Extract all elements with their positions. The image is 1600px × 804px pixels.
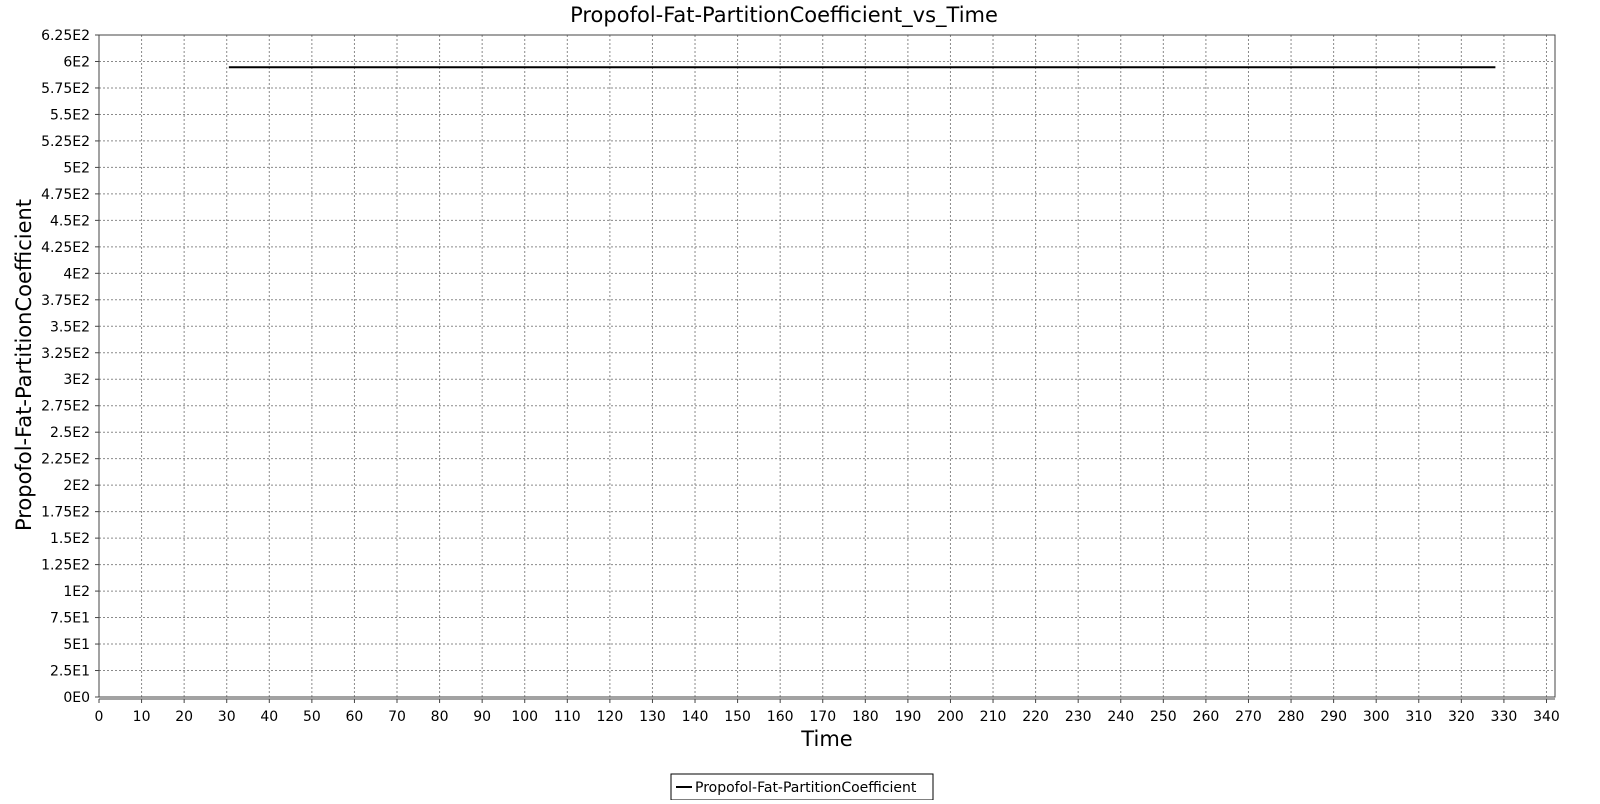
y-tick-label: 3E2 [63,372,90,388]
y-tick-label: 1E2 [63,584,90,600]
legend: Propofol-Fat-PartitionCoefficient [670,773,934,801]
y-tick-label: 2.5E2 [50,425,90,441]
x-axis-ticks: 0 10 20 30 40 50 60 70 80 90 100 110 120 130 140 150 160… [95,699,1560,725]
x-tick-label: 190 [895,709,922,725]
x-tick-label: 30 [218,709,236,725]
y-tick-label: 5.5E2 [50,107,90,123]
x-tick-label: 290 [1320,709,1347,725]
legend-label: Propofol-Fat-PartitionCoefficient [695,780,917,796]
y-tick-label: 3.75E2 [41,293,90,309]
y-tick-label: 4E2 [63,266,90,282]
y-axis-label: Propofol-Fat-PartitionCoefficient [12,199,36,531]
x-tick-label: 130 [639,709,666,725]
x-tick-label: 80 [431,709,449,725]
x-tick-label: 250 [1150,709,1177,725]
y-tick-label: 5.25E2 [41,134,90,150]
x-tick-label: 180 [852,709,879,725]
y-tick-label: 7.5E1 [50,611,90,627]
legend-box [670,773,934,801]
y-tick-label: 1.25E2 [41,558,90,574]
y-tick-label: 4.25E2 [41,240,90,256]
x-tick-label: 200 [937,709,964,725]
y-tick-label: 3.5E2 [50,319,90,335]
grid-lines [98,34,1555,698]
x-tick-label: 240 [1107,709,1134,725]
x-tick-label: 320 [1448,709,1475,725]
x-tick-label: 300 [1363,709,1390,725]
x-tick-label: 150 [724,709,751,725]
y-tick-label: 2.75E2 [41,399,90,415]
x-tick-label: 90 [473,709,491,725]
x-tick-label: 110 [554,709,581,725]
x-tick-label: 60 [346,709,364,725]
x-tick-label: 100 [511,709,538,725]
y-tick-label: 1.5E2 [50,531,90,547]
y-tick-label: 2.25E2 [41,452,90,468]
x-tick-label: 40 [260,709,278,725]
y-tick-label: 5E1 [63,637,90,653]
y-tick-label: 2E2 [63,478,90,494]
x-tick-label: 170 [809,709,836,725]
x-tick-label: 260 [1193,709,1220,725]
x-tick-label: 270 [1235,709,1262,725]
x-tick-label: 50 [303,709,321,725]
y-tick-label: 6E2 [63,54,90,70]
x-tick-label: 70 [388,709,406,725]
x-tick-label: 340 [1533,709,1560,725]
x-tick-label: 310 [1405,709,1432,725]
x-axis-label: Time [800,727,852,751]
y-tick-label: 0E0 [63,690,90,706]
x-tick-label: 220 [1022,709,1049,725]
y-tick-label: 2.5E1 [50,664,90,680]
x-tick-label: 160 [767,709,794,725]
y-axis-ticks: 0E0 2.5E1 5E1 7.5E1 1E2 1.25E2 1.5E2 1.75E2 2E2 2… [41,28,99,706]
plot-area-frame [98,34,1556,698]
y-tick-label: 5E2 [63,160,90,176]
x-tick-label: 210 [980,709,1007,725]
x-tick-label: 10 [133,709,151,725]
y-tick-label: 4.5E2 [50,213,90,229]
x-tick-label: 280 [1278,709,1305,725]
x-tick-label: 230 [1065,709,1092,725]
x-tick-label: 330 [1491,709,1518,725]
x-tick-label: 120 [597,709,624,725]
y-tick-label: 6.25E2 [41,28,90,44]
x-tick-label: 20 [175,709,193,725]
y-tick-label: 5.75E2 [41,81,90,97]
x-tick-label: 140 [682,709,709,725]
y-tick-label: 1.75E2 [41,505,90,521]
y-tick-label: 4.75E2 [41,187,90,203]
chart-title: Propofol-Fat-PartitionCoefficient_vs_Tim… [570,3,998,28]
x-tick-label: 0 [95,709,104,725]
y-tick-label: 3.25E2 [41,346,90,362]
